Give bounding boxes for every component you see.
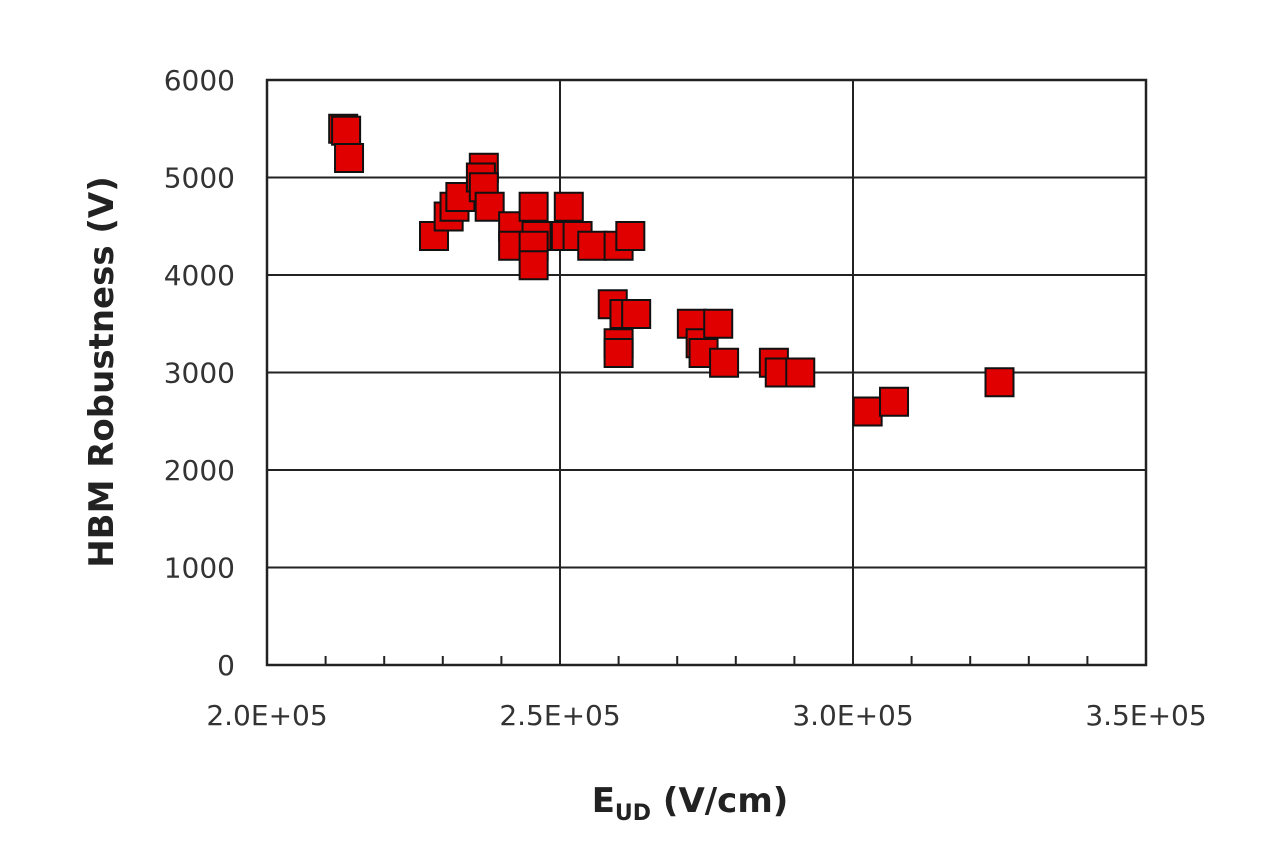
data-point bbox=[615, 221, 646, 251]
plot-frame bbox=[265, 78, 1148, 667]
data-point bbox=[518, 191, 549, 222]
x-tick-label: 2.0E+05 bbox=[206, 699, 327, 732]
data-point bbox=[879, 386, 910, 417]
y-tick-label: 4000 bbox=[164, 259, 235, 292]
x-axis-title-main: E bbox=[592, 781, 615, 821]
x-axis-title-subscript: UD bbox=[615, 801, 651, 826]
data-point bbox=[703, 308, 734, 339]
grid-lines bbox=[267, 80, 1146, 665]
x-axis-title-unit: (V/cm) bbox=[651, 781, 788, 821]
data-point bbox=[518, 250, 549, 281]
data-points bbox=[328, 113, 1015, 427]
data-point bbox=[331, 115, 362, 146]
data-point bbox=[984, 367, 1015, 398]
data-point bbox=[577, 230, 608, 261]
y-tick-label: 0 bbox=[217, 649, 235, 682]
data-point bbox=[553, 191, 584, 222]
y-tick-label: 2000 bbox=[164, 454, 235, 487]
x-tick-label: 3.0E+05 bbox=[792, 699, 913, 732]
x-tick-label: 3.5E+05 bbox=[1085, 699, 1206, 732]
y-tick-label: 3000 bbox=[164, 357, 235, 390]
data-point bbox=[709, 347, 740, 378]
data-point bbox=[852, 396, 883, 427]
x-axis-title: EUD (V/cm) bbox=[592, 781, 789, 826]
tick-labels: 0 1000 2000 3000 4000 5000 6000 2.0E+05 2.5E+05 3… bbox=[164, 64, 1207, 732]
data-point bbox=[334, 143, 365, 173]
data-point bbox=[785, 357, 816, 388]
y-axis-title: HBM Robustness (V) bbox=[82, 176, 122, 568]
data-point bbox=[603, 338, 634, 368]
y-tick-label: 1000 bbox=[164, 552, 235, 585]
y-tick-label: 5000 bbox=[164, 162, 235, 195]
x-tick-label: 2.5E+05 bbox=[499, 699, 620, 732]
y-tick-label: 6000 bbox=[164, 64, 235, 97]
data-point bbox=[621, 299, 652, 329]
